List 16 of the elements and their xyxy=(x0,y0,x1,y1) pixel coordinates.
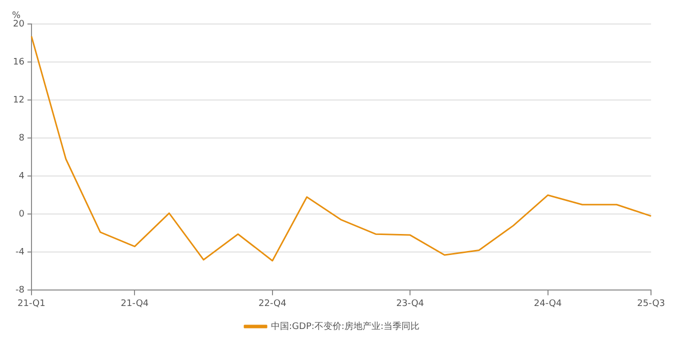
y-tick-label: 16 xyxy=(13,57,25,68)
legend-label: 中国:GDP:不变价:房地产业:当季同比 xyxy=(271,320,420,332)
y-tick-label: 8 xyxy=(18,133,25,144)
y-tick-label: 0 xyxy=(18,209,25,220)
x-tick-label: 22-Q4 xyxy=(258,298,287,309)
y-tick-label: 20 xyxy=(13,19,25,30)
y-axis-title: % xyxy=(12,10,21,21)
y-tick-label: -8 xyxy=(15,286,25,296)
x-tick-label: 24-Q4 xyxy=(534,298,562,309)
x-tick-label: 25-Q3 xyxy=(637,298,665,309)
x-tick-label: 21-Q1 xyxy=(18,298,46,309)
y-tick-label: -4 xyxy=(15,248,25,258)
x-tick-label: 21-Q4 xyxy=(120,298,149,309)
y-tick-label: 4 xyxy=(18,171,25,182)
y-tick-label: 12 xyxy=(13,95,24,106)
x-tick-label: 23-Q4 xyxy=(396,298,424,309)
